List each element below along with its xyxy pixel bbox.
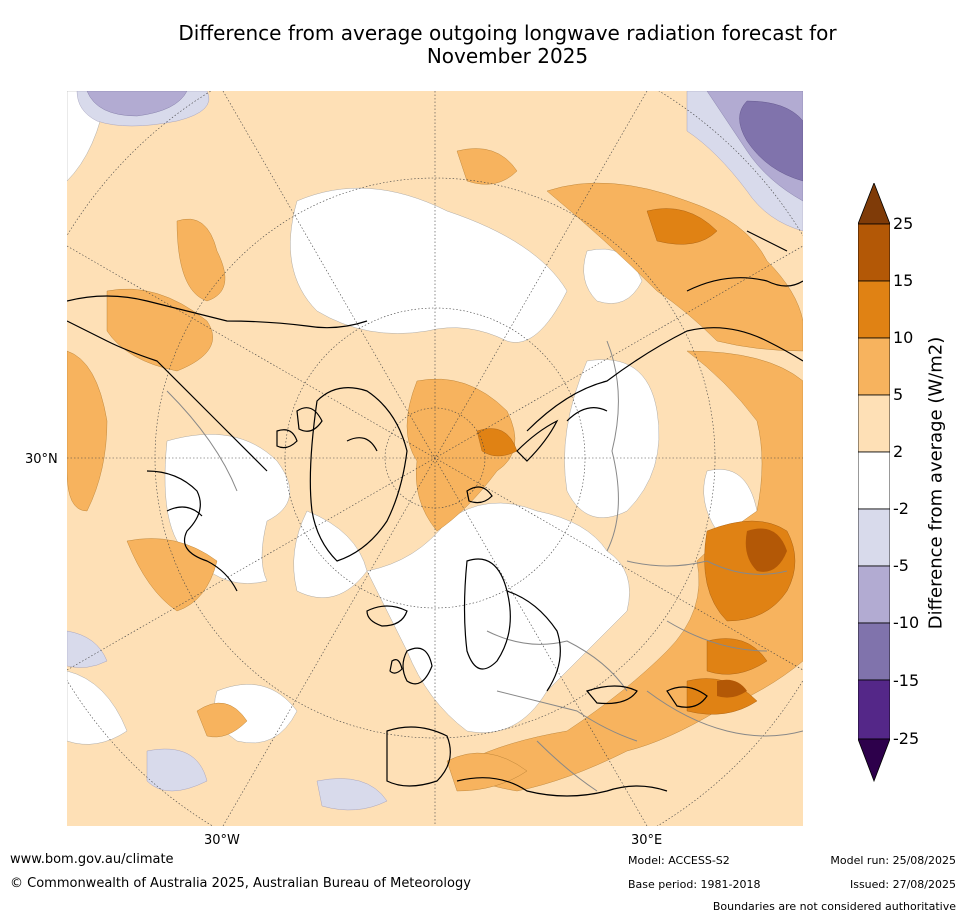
- colorbar-tick: -10: [893, 613, 920, 632]
- title-line-1: Difference from average outgoing longwav…: [178, 21, 837, 45]
- model-text: Model: ACCESS-S2: [628, 854, 730, 867]
- colorbar-tick: 2: [893, 442, 904, 461]
- lon-label-30e: 30°E: [631, 833, 663, 848]
- colorbar-bin-10-15: [857, 280, 891, 339]
- colorbar-bin-m10-m5: [857, 565, 891, 624]
- anomaly-map: [67, 91, 803, 826]
- negative-anomaly-15-10: [739, 100, 803, 182]
- colorbar-tick: 10: [893, 328, 914, 347]
- lon-label-30w: 30°W: [204, 833, 240, 848]
- copyright-text: © Commonwealth of Australia 2025, Austra…: [10, 876, 471, 891]
- colorbar-tick: 25: [893, 214, 914, 233]
- disclaimer-text: Boundaries are not considered authoritat…: [712, 900, 956, 913]
- neutral-anomaly-regions: [67, 91, 758, 745]
- colorbar-bin-m25-m15: [857, 679, 891, 740]
- colorbar-tick: -25: [893, 729, 920, 748]
- base-period-text: Base period: 1981-2018: [628, 878, 761, 891]
- graticule: [67, 91, 803, 826]
- positive-anomaly-15-25: [717, 528, 787, 698]
- country-boundaries: [166, 340, 803, 792]
- colorbar-bin-m2-2: [857, 451, 891, 510]
- colorbar-extend-max: [857, 181, 891, 225]
- website-link[interactable]: www.bom.gov.au/climate: [10, 852, 174, 867]
- colorbar-tick: -2: [893, 499, 909, 518]
- coastlines: [67, 230, 803, 797]
- issued-text: Issued: 27/08/2025: [849, 878, 956, 891]
- colorbar-bin-15-25: [857, 223, 891, 282]
- colorbar-bin-5-10: [857, 337, 891, 396]
- colorbar: [857, 181, 891, 783]
- colorbar-tick: 15: [893, 271, 914, 290]
- map-title: Difference from average outgoing longwav…: [60, 22, 955, 68]
- colorbar-bin-m5-m2: [857, 508, 891, 567]
- title-line-2: November 2025: [426, 44, 589, 68]
- colorbar-bin-m15-m10: [857, 622, 891, 681]
- colorbar-tick: -5: [893, 556, 909, 575]
- model-run-text: Model run: 25/08/2025: [830, 854, 956, 867]
- lat-label-30n: 30°N: [25, 452, 58, 467]
- colorbar-label: Difference from average (W/m2): [925, 336, 947, 630]
- colorbar-tick: -15: [893, 671, 920, 690]
- colorbar-bin-2-5: [857, 394, 891, 453]
- colorbar-tick: 5: [893, 385, 904, 404]
- colorbar-extend-min: [857, 738, 891, 783]
